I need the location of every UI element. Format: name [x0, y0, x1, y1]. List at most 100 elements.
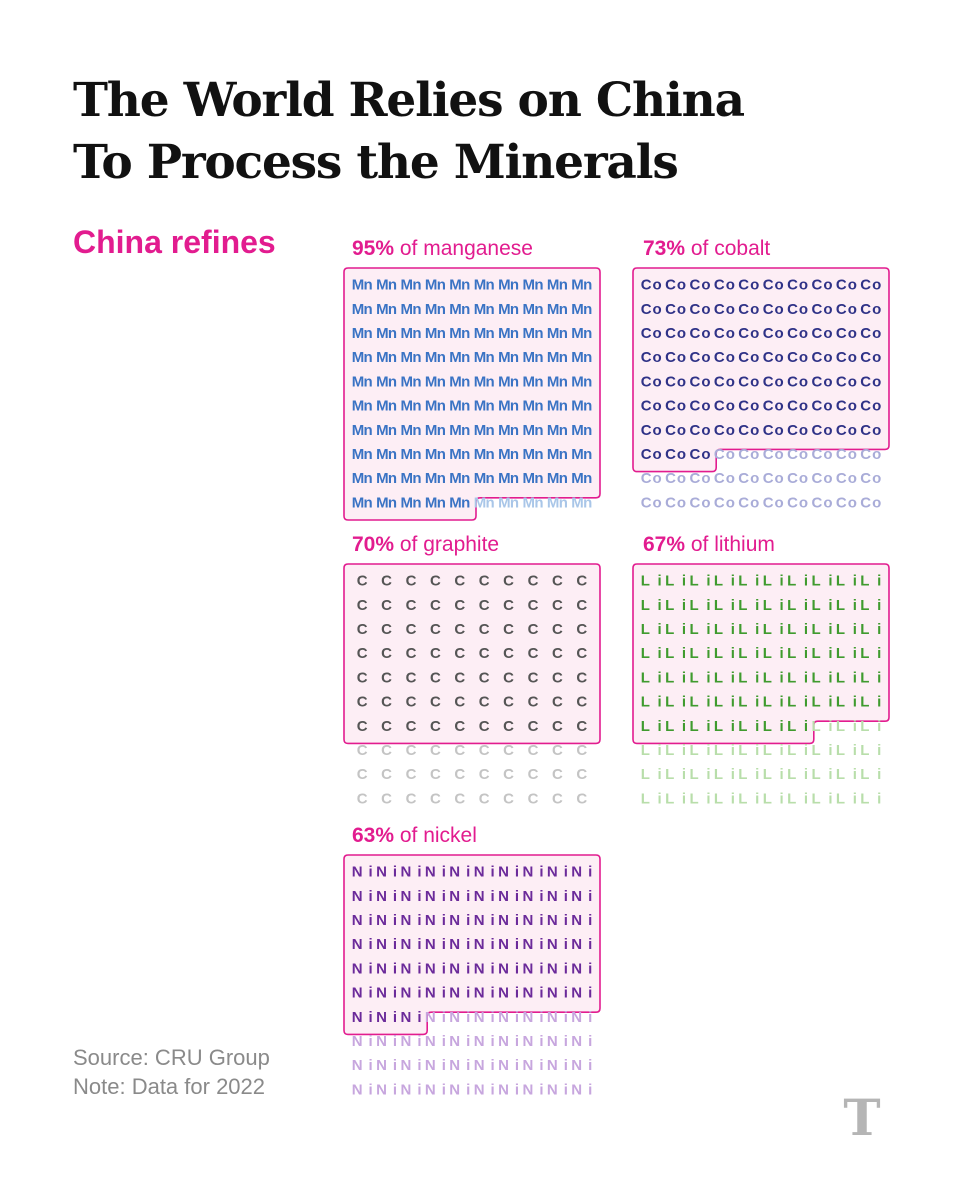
nickel-china-unit: Ni — [474, 888, 495, 905]
nickel-china-unit: Ni — [352, 864, 373, 881]
nickel-china-unit: Ni — [547, 864, 568, 881]
graphite-china-unit: C — [552, 573, 563, 590]
graphite-china-unit: C — [479, 645, 490, 662]
nickel-rest-unit: Ni — [425, 1081, 446, 1098]
graphite-china-unit: C — [479, 694, 490, 711]
manganese-china-unit: Mn — [449, 325, 470, 342]
nickel-china-unit: Ni — [571, 912, 592, 929]
nickel-china-unit: Ni — [352, 1009, 373, 1026]
manganese-china-unit: Mn — [401, 446, 422, 463]
cobalt-china-unit: Co — [860, 301, 881, 318]
nickel-rest-unit: Ni — [474, 1009, 495, 1026]
manganese-china-unit: Mn — [547, 301, 568, 318]
cobalt-china-unit: Co — [738, 277, 759, 294]
nickel-rest-unit: Ni — [449, 1057, 470, 1074]
nickel-china-unit: Ni — [352, 888, 373, 905]
nickel-china-unit: Ni — [449, 864, 470, 881]
nickel-china-unit: Ni — [523, 936, 544, 953]
graphite-rest-unit: C — [406, 742, 417, 759]
manganese-china-unit: Mn — [498, 422, 519, 439]
graphite-china-unit: C — [552, 718, 563, 735]
manganese-china-unit: Mn — [352, 446, 373, 463]
manganese-china-unit: Mn — [523, 301, 544, 318]
nickel-china-unit: Ni — [474, 936, 495, 953]
graphite-rest-unit: C — [430, 766, 441, 783]
nickel-china-unit: Ni — [571, 888, 592, 905]
graphite-china-unit: C — [430, 694, 441, 711]
manganese-china-unit: Mn — [449, 422, 470, 439]
lithium-label: 67% of lithium — [643, 533, 775, 557]
manganese-china-unit: Mn — [401, 422, 422, 439]
nickel-rest-unit: Ni — [474, 1081, 495, 1098]
manganese-china-unit: Mn — [571, 325, 592, 342]
lithium-china-share-box — [632, 563, 890, 745]
manganese-china-unit: Mn — [352, 470, 373, 487]
manganese-china-unit: Mn — [425, 422, 446, 439]
cobalt-china-unit: Co — [787, 398, 808, 415]
manganese-china-unit: Mn — [425, 373, 446, 390]
graphite-china-unit: C — [381, 694, 392, 711]
nickel-rest-unit: Ni — [498, 1081, 519, 1098]
lithium-rest-unit: Li — [738, 790, 759, 807]
nickel-rest-unit: Ni — [547, 1081, 568, 1098]
graphite-china-unit: C — [454, 669, 465, 686]
nickel-china-unit: Ni — [425, 960, 446, 977]
nickel-rest-unit: Ni — [523, 1033, 544, 1050]
graphite-china-unit: C — [406, 621, 417, 638]
lithium-rest-unit: Li — [787, 742, 808, 759]
cobalt-china-unit: Co — [738, 325, 759, 342]
graphite-china-unit: C — [528, 621, 539, 638]
nickel-rest-unit: Ni — [376, 1081, 397, 1098]
nickel-china-unit: Ni — [425, 888, 446, 905]
cobalt-china-unit: Co — [641, 349, 662, 366]
nickel-china-unit: Ni — [376, 985, 397, 1002]
cobalt-rest-unit: Co — [763, 470, 784, 487]
cobalt-china-unit: Co — [860, 277, 881, 294]
nickel-china-unit: Ni — [571, 985, 592, 1002]
graphite-rest-unit: C — [406, 790, 417, 807]
cobalt-china-unit: Co — [690, 325, 711, 342]
cobalt-china-unit: Co — [690, 349, 711, 366]
nickel-china-unit: Ni — [547, 936, 568, 953]
graphite-china-share-box — [343, 563, 601, 745]
nickel-china-unit: Ni — [376, 912, 397, 929]
nickel-china-unit: Ni — [449, 985, 470, 1002]
lithium-rest-unit: Li — [714, 742, 735, 759]
nickel-china-unit: Ni — [474, 985, 495, 1002]
graphite-rest-unit: C — [479, 742, 490, 759]
manganese-china-unit: Mn — [352, 301, 373, 318]
graphite-china-unit: C — [528, 694, 539, 711]
nickel-rest-unit: Ni — [523, 1081, 544, 1098]
manganese-china-unit: Mn — [449, 277, 470, 294]
graphite-china-unit: C — [479, 573, 490, 590]
cobalt-rest-unit: Co — [665, 494, 686, 511]
manganese-china-unit: Mn — [498, 470, 519, 487]
cobalt-china-unit: Co — [690, 422, 711, 439]
graphite-rest-unit: C — [552, 766, 563, 783]
manganese-china-unit: Mn — [547, 349, 568, 366]
nickel-rest-unit: Ni — [376, 1057, 397, 1074]
graphite-china-unit: C — [576, 718, 587, 735]
manganese-china-unit: Mn — [449, 373, 470, 390]
manganese-china-unit: Mn — [376, 470, 397, 487]
lithium-rest-unit: Li — [690, 766, 711, 783]
nickel-rest-unit: Ni — [571, 1081, 592, 1098]
graphite-china-unit: C — [357, 573, 368, 590]
graphite-china-unit: C — [454, 718, 465, 735]
cobalt-china-unit: Co — [763, 277, 784, 294]
cobalt-china-unit: Co — [738, 398, 759, 415]
graphite-china-unit: C — [430, 669, 441, 686]
graphite-rest-unit: C — [357, 766, 368, 783]
subtitle: China refines — [73, 224, 276, 260]
nickel-china-unit: Ni — [449, 888, 470, 905]
nickel-china-unit: Ni — [449, 912, 470, 929]
cobalt-rest-unit: Co — [812, 470, 833, 487]
lithium-rest-unit: Li — [665, 742, 686, 759]
graphite-rest-unit: C — [479, 766, 490, 783]
lithium-rest-unit: Li — [641, 766, 662, 783]
cobalt-china-unit: Co — [836, 301, 857, 318]
cobalt-china-unit: Co — [812, 373, 833, 390]
lithium-rest-unit: Li — [812, 790, 833, 807]
manganese-china-unit: Mn — [401, 494, 422, 511]
